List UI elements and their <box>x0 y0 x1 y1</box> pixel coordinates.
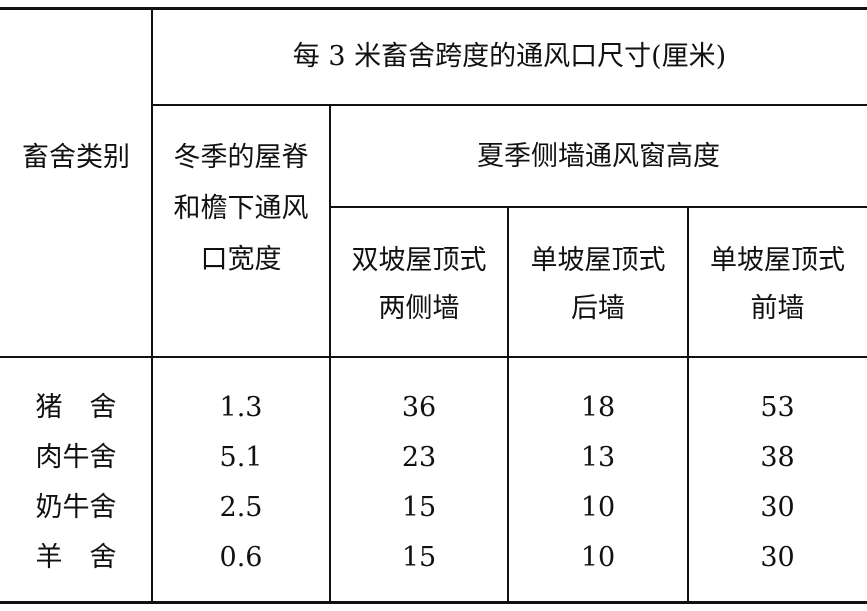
subheader-2-line1: 单坡屋顶式 <box>530 245 666 276</box>
cell-value: 15 <box>401 542 437 573</box>
cell-value: 30 <box>760 542 795 573</box>
cell-value: 0.6 <box>219 542 263 573</box>
row-name: 奶牛舍 <box>35 492 117 523</box>
col-divider-4 <box>687 207 689 603</box>
cell-value: 13 <box>580 442 616 473</box>
subheader-1-line1: 双坡屋顶式 <box>351 245 487 276</box>
row-name: 羊 舍 <box>35 542 117 573</box>
cell-value: 53 <box>760 392 795 423</box>
subheader-3-line2: 前墙 <box>750 293 805 324</box>
cell-value: 15 <box>401 492 437 523</box>
col-divider-2 <box>329 105 331 603</box>
body-divider <box>0 356 867 358</box>
cell-value: 5.1 <box>219 442 263 473</box>
cell-value: 1.3 <box>219 392 263 423</box>
winter-header-line3: 口宽度 <box>200 244 282 275</box>
row-name: 猪 舍 <box>35 392 117 423</box>
bottom-border <box>0 601 867 604</box>
winter-header-line2: 和檐下通风 <box>173 193 309 224</box>
subheader-divider <box>330 206 867 208</box>
top-border <box>0 7 867 10</box>
winter-header-line1: 冬季的屋脊 <box>173 142 309 173</box>
cell-value: 10 <box>580 492 616 523</box>
row-name: 肉牛舍 <box>35 442 117 473</box>
subheader-1-line2: 两侧墙 <box>378 293 460 324</box>
col-divider-3 <box>507 207 509 603</box>
subheader-3-line1: 单坡屋顶式 <box>710 245 845 276</box>
col-divider-1 <box>151 8 153 603</box>
cell-value: 2.5 <box>219 492 263 523</box>
cell-value: 38 <box>760 442 795 473</box>
top-header: 每 3 米畜舍跨度的通风口尺寸(厘米) <box>292 41 727 72</box>
cell-value: 23 <box>401 442 437 473</box>
row-header: 畜舍类别 <box>22 142 130 173</box>
subheader-2-line2: 后墙 <box>571 293 625 324</box>
cell-value: 30 <box>760 492 795 523</box>
cell-value: 36 <box>401 392 437 423</box>
cell-value: 10 <box>580 542 616 573</box>
cell-value: 18 <box>580 392 616 423</box>
summer-header: 夏季侧墙通风窗高度 <box>477 141 720 172</box>
header-divider <box>152 104 867 106</box>
